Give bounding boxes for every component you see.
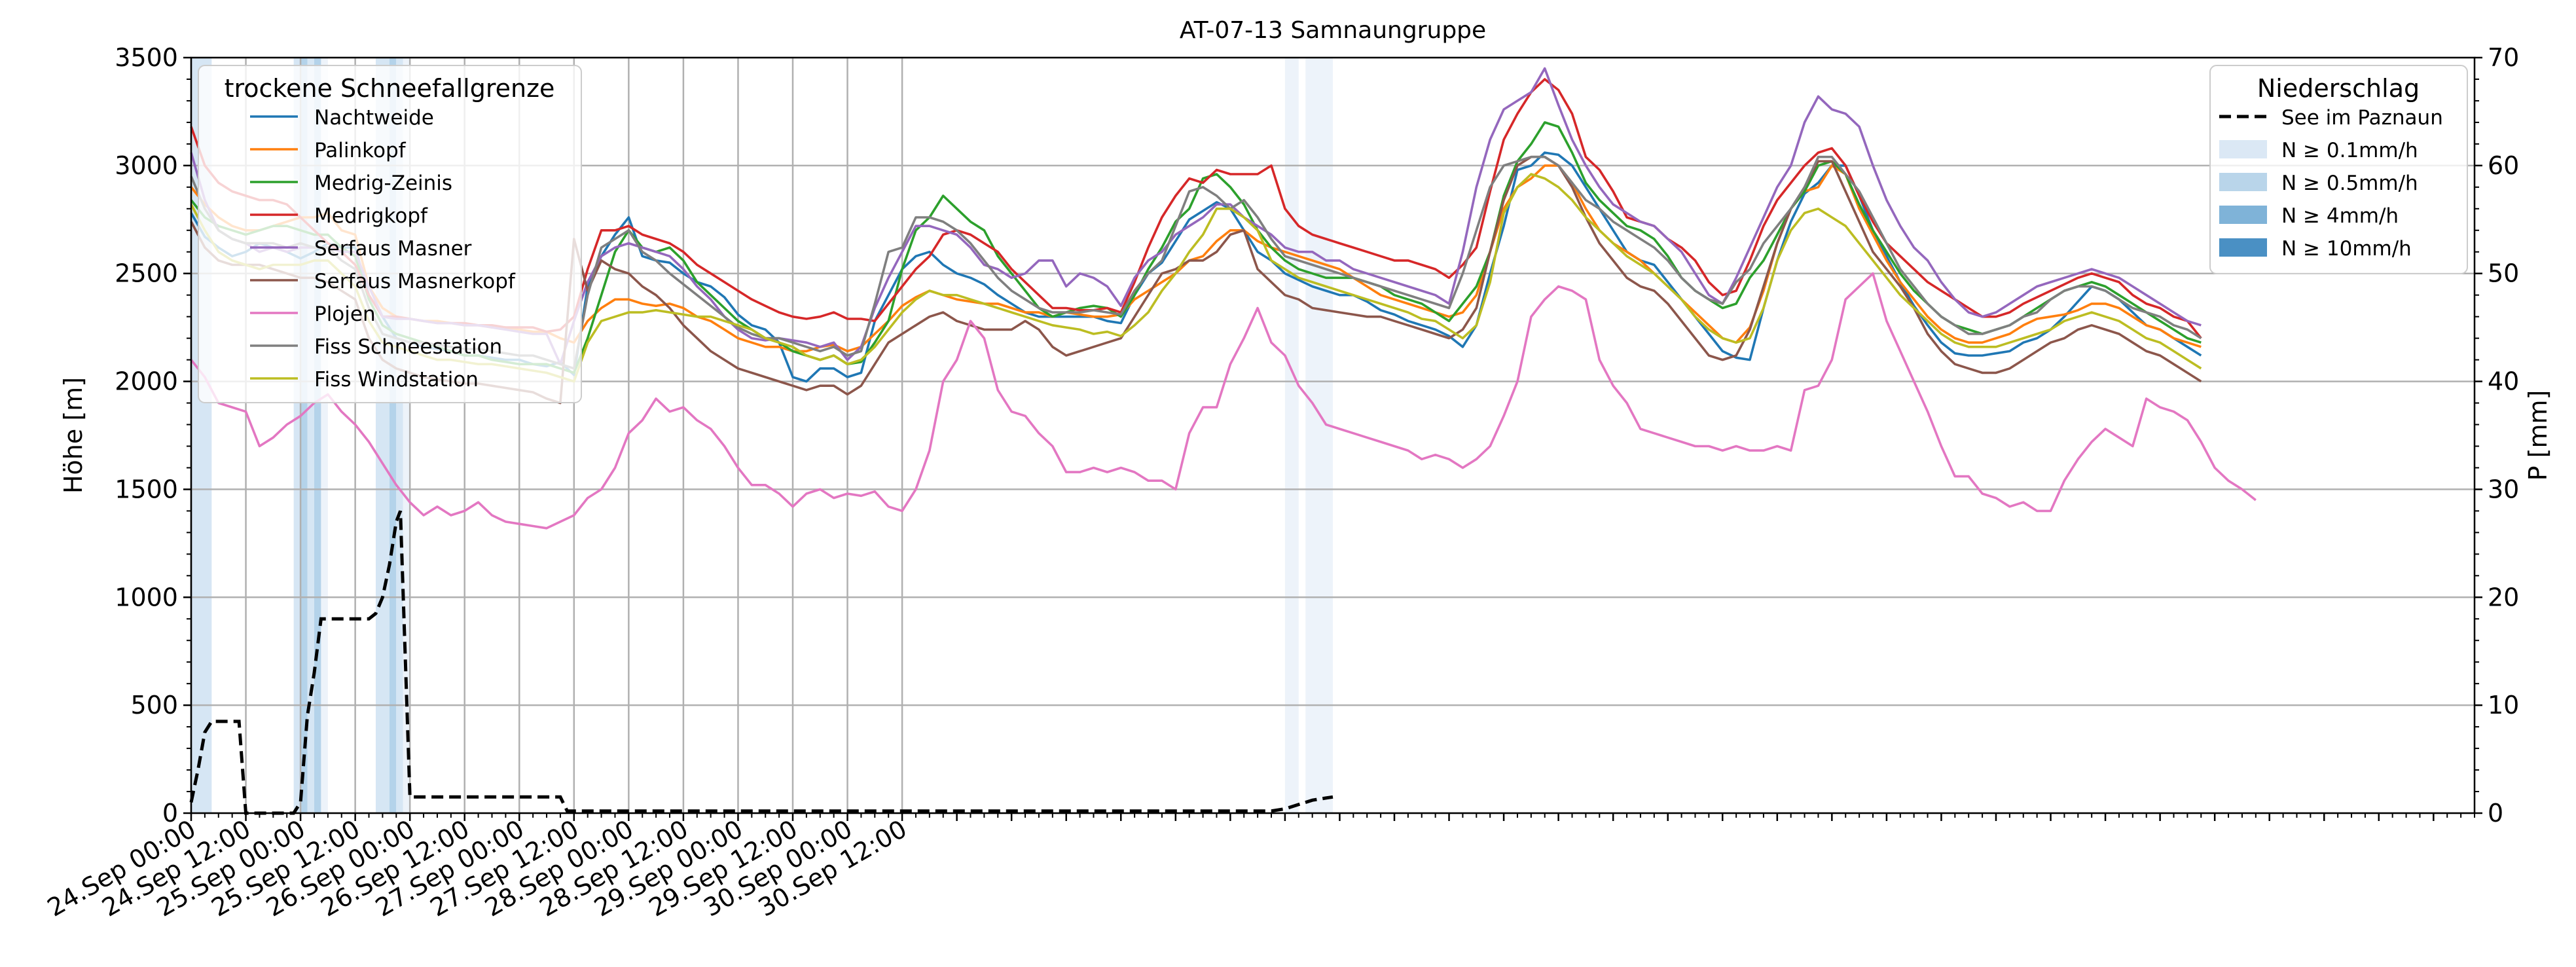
precip-band	[321, 58, 328, 813]
y-tick-label: 3500	[115, 43, 178, 72]
precip-line	[189, 510, 1333, 815]
y2-tick-label: 10	[2488, 691, 2519, 720]
legend-right-label: N ≥ 10mm/h	[2281, 237, 2412, 261]
y2-tick-label: 20	[2488, 583, 2519, 611]
y-tick-label: 3000	[115, 151, 178, 180]
legend-left-label: Fiss Windstation	[314, 368, 479, 392]
axis-labels: 0 500 1000 1500 2000 2500 3000 3500 0 10 20 30 40 50 6…	[43, 43, 2520, 922]
legend-left-label: Serfaus Masner	[314, 237, 472, 261]
y-tick-label: 1500	[115, 475, 178, 503]
legend-right-swatch	[2219, 140, 2267, 158]
precip-band	[389, 58, 397, 813]
y2-tick-label: 50	[2488, 259, 2519, 288]
legend-right-label: N ≥ 0.5mm/h	[2281, 172, 2418, 195]
y-tick-label: 500	[130, 691, 178, 720]
legend-left-label: Medrigkopf	[314, 204, 428, 228]
y2-tick-label: 70	[2488, 43, 2519, 72]
plot-frame	[190, 56, 2476, 814]
legend-left-label: Palinkopf	[314, 139, 407, 162]
legend-left-label: Medrig-Zeinis	[314, 172, 452, 195]
legend-left-label: Serfaus Masnerkopf	[314, 270, 516, 293]
precip-band	[300, 58, 308, 813]
y2-axis-label: P [mm]	[2524, 390, 2552, 481]
chart-title: AT-07-13 Samnaungruppe	[1180, 17, 1486, 44]
precip-band	[1284, 58, 1299, 813]
legend-right-label: N ≥ 4mm/h	[2281, 204, 2399, 228]
y2-tick-label: 0	[2488, 799, 2503, 828]
legend-left-label: Fiss Schneestation	[314, 335, 502, 359]
precip-band	[314, 58, 321, 813]
legend-right-label: N ≥ 0.1mm/h	[2281, 139, 2418, 162]
y-axis-label: Höhe [m]	[59, 377, 88, 494]
y2-tick-label: 40	[2488, 367, 2519, 396]
legend-right-swatch	[2219, 238, 2267, 257]
legend-snowline: trockene Schneefallgrenze Nachtweide Pali…	[198, 65, 582, 403]
legend-left-title: trockene Schneefallgrenze	[225, 74, 555, 103]
legend-right-label: See im Paznaun	[2281, 106, 2443, 130]
y-tick-label: 2500	[115, 259, 178, 288]
precip-band	[293, 58, 301, 813]
legend-precip: Niederschlag See im Paznaun N ≥ 0.1mm/h N …	[2209, 65, 2468, 274]
precip-band	[403, 58, 410, 813]
legend-left-items: Nachtweide Palinkopf Medrig-Zeinis Medrigko…	[250, 106, 516, 392]
precip-band	[1305, 58, 1333, 813]
legend-left-label: Nachtweide	[314, 106, 434, 130]
y2-tick-label: 30	[2488, 475, 2519, 503]
y2-tick-label: 60	[2488, 151, 2519, 180]
legend-right-items: See im Paznaun N ≥ 0.1mm/h N ≥ 0.5mm/h N ≥ …	[2219, 106, 2443, 261]
series-line-plojen	[190, 272, 2257, 530]
axis-ticks	[183, 56, 2482, 821]
y-tick-label: 2000	[115, 367, 178, 396]
precip-band	[307, 58, 314, 813]
legend-right-title: Niederschlag	[2257, 74, 2420, 103]
precip-band	[396, 58, 403, 813]
y-tick-label: 0	[162, 799, 178, 828]
legend-right-frame	[2209, 65, 2468, 274]
legend-right-swatch	[2219, 206, 2267, 224]
y-tick-label: 1000	[115, 583, 178, 611]
precip-line-group	[189, 510, 1333, 815]
legend-right-swatch	[2219, 173, 2267, 191]
legend-left-label: Plojen	[314, 302, 376, 326]
